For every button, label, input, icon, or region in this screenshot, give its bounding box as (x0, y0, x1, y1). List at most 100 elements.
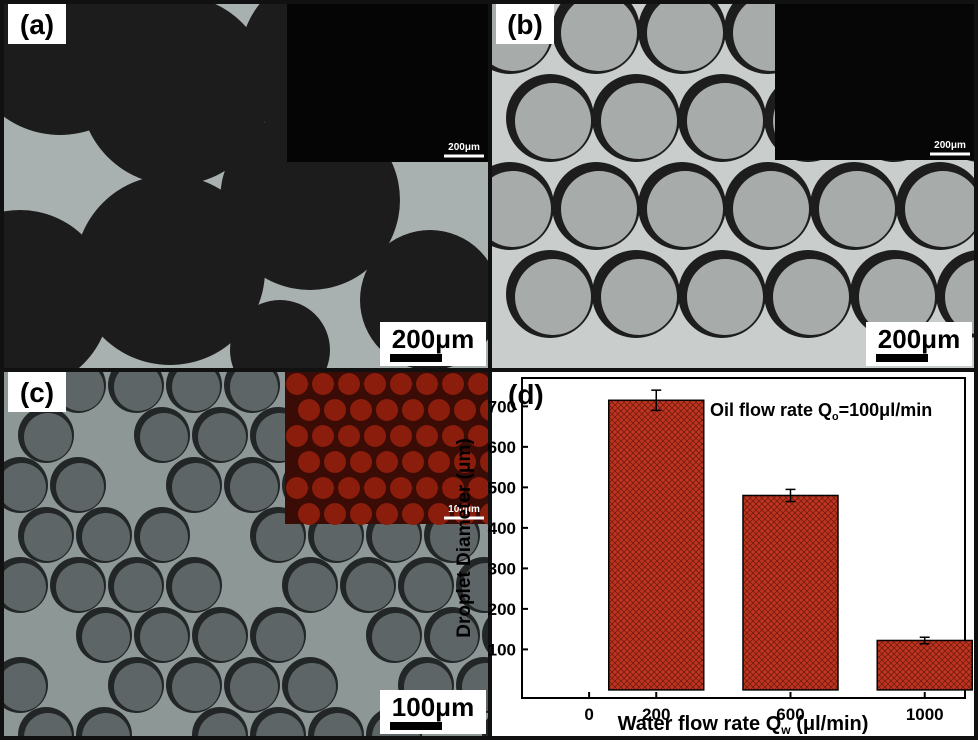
panel-label: (c) (20, 377, 54, 408)
inset-droplet (428, 399, 450, 421)
droplet-core (561, 171, 637, 247)
panel-label: (b) (507, 9, 543, 40)
inset-droplet (416, 425, 438, 447)
inset-droplet (312, 425, 334, 447)
droplet-core (230, 463, 278, 511)
droplet-core (905, 171, 974, 247)
scale-text: 100μm (392, 692, 474, 722)
inset-droplet (364, 373, 386, 395)
droplet-core (230, 372, 278, 411)
inset-droplet (324, 399, 346, 421)
droplet-core (687, 83, 763, 159)
droplet-core (198, 713, 246, 736)
droplet-core (288, 563, 336, 611)
droplet-core (945, 260, 974, 334)
scale-bar (876, 354, 928, 362)
scale-bar (390, 722, 442, 730)
y-tick-label: 400 (488, 519, 516, 538)
droplet (482, 617, 488, 653)
inset-droplet (390, 425, 412, 447)
x-axis-label-text: Water flow rate Q (618, 713, 782, 735)
droplet-core (819, 171, 895, 247)
inset-droplet (390, 477, 412, 499)
droplet-core (687, 259, 763, 335)
droplet-core (82, 713, 130, 736)
inset-droplet (338, 425, 360, 447)
bar-hatch (608, 400, 704, 690)
inset-droplet (454, 399, 476, 421)
inset-droplet (298, 399, 320, 421)
inset-droplet (376, 503, 398, 525)
y-tick-label: 500 (488, 478, 516, 497)
droplet-core (4, 663, 46, 711)
droplet-core (140, 613, 188, 661)
droplet-core (82, 513, 130, 561)
droplet-core (172, 663, 220, 711)
droplet-core (372, 613, 420, 661)
droplet-core (647, 171, 723, 247)
inset (775, 4, 974, 160)
droplet (4, 210, 110, 368)
y-tick-label: 100 (488, 640, 516, 659)
label-box (496, 4, 554, 44)
inset-droplet (428, 503, 450, 525)
micrograph-b: 200μm (492, 4, 974, 368)
droplet-core (314, 513, 362, 561)
x-axis-label-sub: w (780, 723, 791, 737)
droplet-core (601, 259, 677, 335)
inset-droplet (286, 477, 308, 499)
annotation-text: Oil flow rate Q (710, 400, 832, 420)
droplet-core (256, 713, 304, 736)
inset-droplet (416, 373, 438, 395)
droplet-core (140, 413, 188, 461)
label-box (8, 372, 66, 412)
x-tick-label: 200 (642, 705, 670, 724)
inset-droplet (480, 399, 488, 421)
inset-droplet (324, 451, 346, 473)
droplet-core (198, 413, 246, 461)
droplet-core (288, 663, 336, 711)
inset-droplet (364, 477, 386, 499)
inset (287, 4, 488, 162)
droplet-core (114, 663, 162, 711)
chart: 100 200 300 400 500 600 700 0 200 600 1000 (d) Oil f… (454, 377, 973, 737)
inset-droplet (298, 503, 320, 525)
inset-droplet (480, 451, 488, 473)
droplet-core (4, 563, 46, 611)
droplet-core (561, 4, 637, 71)
y-tick-label: 700 (488, 397, 516, 416)
inset-droplet (402, 451, 424, 473)
droplet-core (430, 613, 478, 661)
droplet-core (372, 513, 420, 561)
inset-droplet (338, 373, 360, 395)
droplet-core (172, 563, 220, 611)
plot-frame (521, 377, 966, 699)
droplet-core (256, 613, 304, 661)
inset-droplet (416, 477, 438, 499)
annotation: Oil flow rate Qo=100μl/min (710, 400, 932, 423)
inset-droplet (286, 373, 308, 395)
droplet-core (256, 513, 304, 561)
droplet-core (114, 372, 162, 411)
inset-droplet (350, 399, 372, 421)
inset-droplet (468, 373, 488, 395)
inset-droplet (324, 503, 346, 525)
inset-droplet (442, 425, 464, 447)
inset-droplet (298, 451, 320, 473)
droplet-core (733, 171, 809, 247)
droplet-core (404, 563, 452, 611)
x-tick-label: 600 (776, 705, 804, 724)
inset-scale-text: 100μm (448, 504, 480, 515)
y-axis-label: Droplet Diameter (μm) (454, 438, 475, 638)
bar-hatch (877, 640, 973, 690)
panel-label: (d) (508, 379, 544, 410)
droplet-core (492, 171, 551, 247)
droplet-core (462, 563, 488, 611)
droplet-core (515, 83, 591, 159)
droplet-core (647, 4, 723, 71)
inset-droplet (468, 425, 488, 447)
droplet-core (859, 259, 935, 335)
droplet-core (172, 372, 220, 411)
droplet-core (24, 713, 72, 736)
